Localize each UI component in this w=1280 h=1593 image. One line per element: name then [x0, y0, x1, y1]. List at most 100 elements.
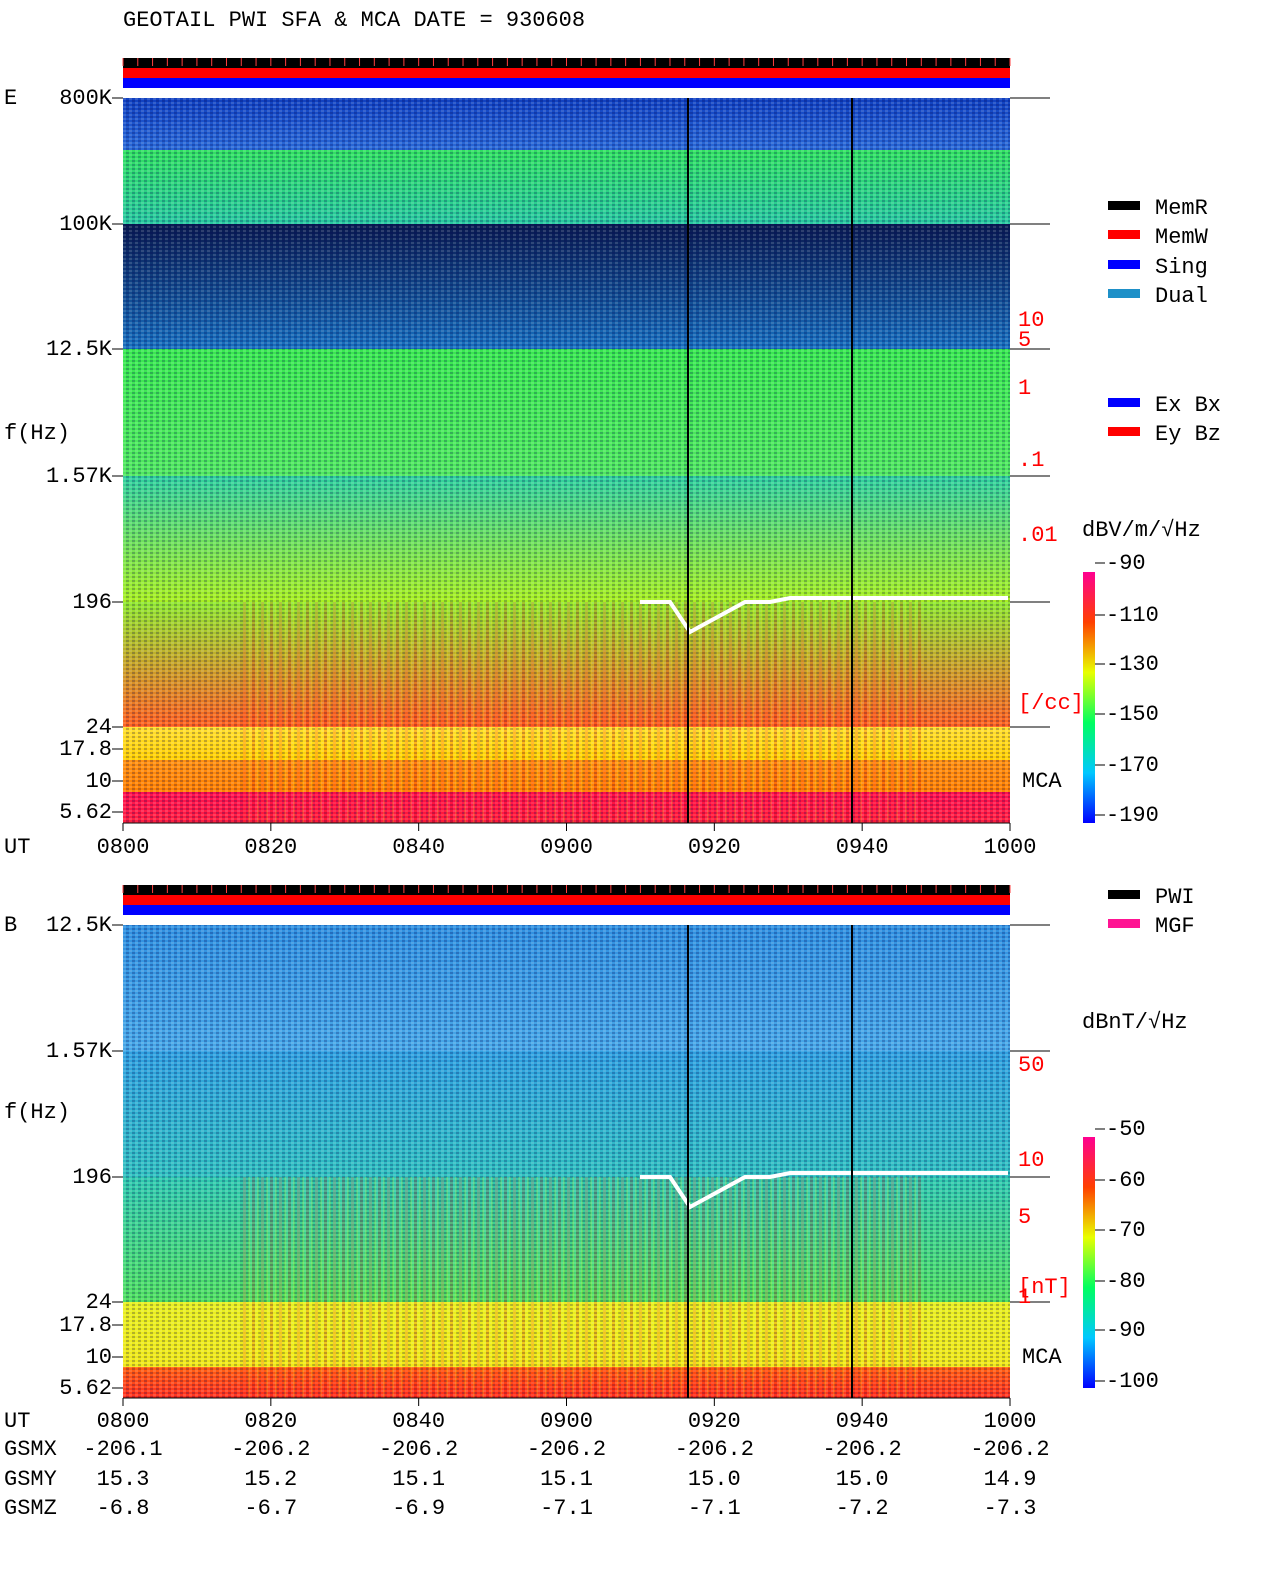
time-tick-label: 0820 [244, 835, 297, 860]
freq-tick-label: 1.57K [46, 1039, 113, 1064]
legend-label: Ex Bx [1155, 393, 1221, 418]
orbit-value: -6.9 [392, 1496, 445, 1521]
orbit-value: -206.2 [379, 1437, 458, 1462]
legend-label: Ey Bz [1155, 422, 1221, 447]
colorbar-tick-label: -170 [1106, 753, 1159, 778]
colorbar-tick-label: -90 [1106, 551, 1146, 576]
orbit-value: 15.0 [836, 1467, 889, 1492]
freq-tick-label: 5.62 [59, 800, 112, 825]
orbit-value: 15.1 [540, 1467, 593, 1492]
freq-tick-label: 196 [72, 1165, 112, 1190]
colorbar-unit: dBV/m/√Hz [1082, 518, 1201, 543]
time-tick-label: 0900 [540, 835, 593, 860]
colorbar-tick-label: -130 [1106, 652, 1159, 677]
spectrogram-texture [123, 224, 1010, 349]
orbit-value: 14.9 [984, 1467, 1037, 1492]
density-scale-label: 50 [1018, 1053, 1044, 1078]
colorbar-tick-label: -100 [1106, 1369, 1159, 1394]
time-tick-label: 1000 [984, 1409, 1037, 1434]
orbit-value: -6.8 [97, 1496, 150, 1521]
mca-label: MCA [1022, 769, 1062, 794]
orbit-value: -206.1 [83, 1437, 162, 1462]
legend-label: MGF [1155, 914, 1195, 939]
freq-tick-label: 17.8 [59, 737, 112, 762]
freq-tick-label: 1.57K [46, 464, 113, 489]
colorbar-tick-label: -60 [1106, 1168, 1146, 1193]
legend-label: MemR [1155, 196, 1208, 221]
orbit-value: -206.2 [823, 1437, 902, 1462]
time-tick-label: 0920 [688, 1409, 741, 1434]
spectrogram-texture [123, 476, 1010, 602]
orbit-value: -206.2 [231, 1437, 310, 1462]
density-scale-label: 5 [1018, 1205, 1031, 1230]
time-tick-label: 1000 [984, 835, 1037, 860]
orbit-value: -6.7 [244, 1496, 297, 1521]
spectrogram-streaks [243, 1177, 923, 1398]
density-scale-label: 10 [1018, 1148, 1044, 1173]
freq-tick-label: 100K [59, 212, 113, 237]
title: GEOTAIL PWI SFA & MCA DATE = 930608 [123, 8, 585, 33]
legend-label: Dual [1155, 284, 1208, 309]
density-scale-label: .1 [1018, 448, 1044, 473]
orbit-value: -7.2 [836, 1496, 889, 1521]
orbit-value: -206.2 [527, 1437, 606, 1462]
time-tick-label: 0900 [540, 1409, 593, 1434]
density-scale-label: [nT] [1018, 1275, 1071, 1300]
freq-tick-label: 24 [86, 715, 112, 740]
legend-label: MemW [1155, 225, 1209, 250]
freq-tick-label: 10 [86, 1345, 112, 1370]
orbit-value: -7.1 [540, 1496, 593, 1521]
colorbar-tick-label: -110 [1106, 603, 1159, 628]
mode-bar [123, 78, 1010, 88]
legend-swatch [1108, 890, 1140, 899]
time-tick-label: 0840 [392, 835, 445, 860]
y-axis-label: f(Hz) [4, 1100, 70, 1125]
orbit-row-label: GSMZ [4, 1496, 57, 1521]
freq-tick-label: 10 [86, 769, 112, 794]
time-tick-label: 0840 [392, 1409, 445, 1434]
orbit-value: 15.1 [392, 1467, 445, 1492]
orbit-value: -7.1 [688, 1496, 741, 1521]
x-axis-label: UT [4, 835, 30, 860]
legend-swatch [1108, 427, 1140, 436]
orbit-value: 15.2 [244, 1467, 297, 1492]
y-axis-label: f(Hz) [4, 421, 70, 446]
spectrogram-texture [123, 349, 1010, 476]
colorbar-tick-label: -50 [1106, 1117, 1146, 1142]
x-axis-label: UT [4, 1409, 30, 1434]
time-tick-label: 0800 [97, 835, 150, 860]
density-scale-label: 1 [1018, 1285, 1031, 1310]
freq-tick-label: 12.5K [46, 337, 113, 362]
legend-swatch [1108, 289, 1140, 298]
legend-swatch [1108, 398, 1140, 407]
freq-tick-label: 800K [59, 86, 113, 111]
orbit-value: -7.3 [984, 1496, 1037, 1521]
mode-bar [123, 895, 1010, 905]
time-tick-label: 0920 [688, 835, 741, 860]
orbit-value: 15.3 [97, 1467, 150, 1492]
time-tick-label: 0940 [836, 1409, 889, 1434]
spectrogram-texture [123, 925, 1010, 1051]
colorbar-unit: dBnT/√Hz [1082, 1010, 1188, 1035]
plasma-trace [640, 596, 1008, 635]
legend-swatch [1108, 919, 1140, 928]
time-tick-label: 0800 [97, 1409, 150, 1434]
plasma-trace [640, 1171, 1008, 1210]
density-scale-label: .01 [1018, 523, 1058, 548]
orbit-value: -206.2 [970, 1437, 1049, 1462]
colorbar-tick-label: -190 [1106, 803, 1159, 828]
legend-swatch [1108, 201, 1140, 210]
density-scale-label: 1 [1018, 376, 1031, 401]
freq-tick-label: 196 [72, 590, 112, 615]
legend-label: PWI [1155, 885, 1195, 910]
freq-tick-label: 24 [86, 1290, 112, 1315]
colorbar-tick-label: -70 [1106, 1218, 1146, 1243]
mode-bar [123, 905, 1010, 915]
freq-tick-label: 5.62 [59, 1376, 112, 1401]
colorbar-tick-label: -80 [1106, 1269, 1146, 1294]
legend-swatch [1108, 260, 1140, 269]
orbit-value: -206.2 [675, 1437, 754, 1462]
time-tick-label: 0820 [244, 1409, 297, 1434]
time-tick-label: 0940 [836, 835, 889, 860]
